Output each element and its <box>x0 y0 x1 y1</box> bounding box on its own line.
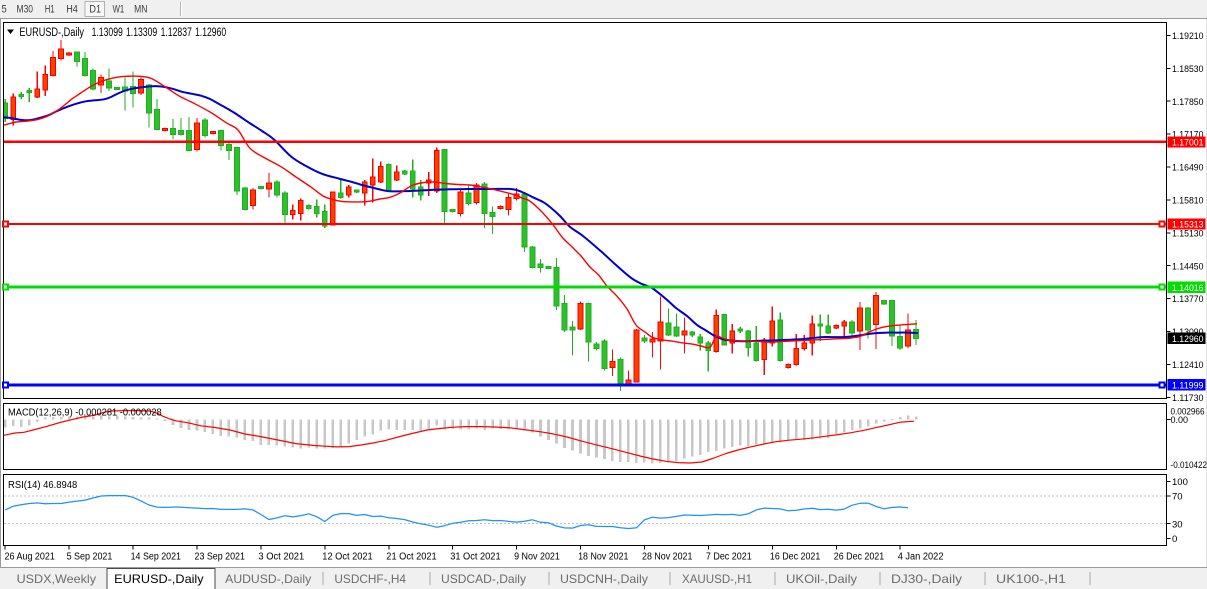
svg-text:0.002966: 0.002966 <box>1171 406 1205 417</box>
svg-text:XAUUSD-,H1: XAUUSD-,H1 <box>682 572 752 586</box>
svg-text:EURUSD-,Daily: EURUSD-,Daily <box>114 572 203 586</box>
svg-text:D1: D1 <box>89 4 101 16</box>
svg-text:1.19210: 1.19210 <box>1172 31 1204 42</box>
svg-text:1.13770: 1.13770 <box>1172 294 1204 305</box>
svg-text:1.12410: 1.12410 <box>1172 360 1204 371</box>
svg-text:26 Aug 2021: 26 Aug 2021 <box>5 552 56 563</box>
svg-text:1.12960: 1.12960 <box>1172 334 1204 345</box>
svg-text:70: 70 <box>1172 492 1183 503</box>
svg-text:USDCAD-,Daily: USDCAD-,Daily <box>441 572 526 586</box>
svg-text:5: 5 <box>2 4 7 16</box>
svg-text:MACD(12,26,9) -0.000281 -0.000: MACD(12,26,9) -0.000281 -0.000028 <box>8 407 162 419</box>
svg-text:MN: MN <box>134 4 147 16</box>
svg-text:14 Sep 2021: 14 Sep 2021 <box>131 552 182 563</box>
svg-text:DJ30-,Daily: DJ30-,Daily <box>891 572 962 586</box>
svg-text:26 Dec 2021: 26 Dec 2021 <box>834 552 885 563</box>
svg-text:3 Oct 2021: 3 Oct 2021 <box>258 552 304 563</box>
svg-text:16 Dec 2021: 16 Dec 2021 <box>770 552 821 563</box>
svg-text:21 Oct 2021: 21 Oct 2021 <box>386 552 437 563</box>
svg-text:1.14016: 1.14016 <box>1172 283 1204 294</box>
svg-text:5 Sep 2021: 5 Sep 2021 <box>67 552 113 563</box>
svg-text:UK100-,H1: UK100-,H1 <box>996 572 1066 586</box>
svg-text:-0.010422: -0.010422 <box>1171 460 1207 471</box>
svg-text:1.11999: 1.11999 <box>1172 380 1204 391</box>
svg-text:H4: H4 <box>66 4 78 16</box>
svg-text:1.15130: 1.15130 <box>1172 228 1204 239</box>
svg-text:1.14450: 1.14450 <box>1172 261 1204 272</box>
svg-text:31 Oct 2021: 31 Oct 2021 <box>450 552 501 563</box>
svg-text:1.12960: 1.12960 <box>195 27 226 39</box>
svg-text:18 Nov 2021: 18 Nov 2021 <box>578 552 629 563</box>
svg-text:USDX,Weekly: USDX,Weekly <box>17 572 96 586</box>
svg-text:7 Dec 2021: 7 Dec 2021 <box>706 552 752 563</box>
svg-text:1.17850: 1.17850 <box>1172 97 1204 108</box>
svg-text:1.18530: 1.18530 <box>1172 64 1204 75</box>
svg-text:1.12837: 1.12837 <box>161 27 192 39</box>
svg-text:AUDUSD-,Daily: AUDUSD-,Daily <box>225 572 311 586</box>
svg-text:USDCNH-,Daily: USDCNH-,Daily <box>560 572 648 586</box>
svg-text:M30: M30 <box>17 4 34 16</box>
svg-text:UKOil-,Daily: UKOil-,Daily <box>786 572 857 586</box>
svg-text:RSI(14) 46.8948: RSI(14) 46.8948 <box>8 479 77 491</box>
svg-text:1.11730: 1.11730 <box>1172 393 1204 404</box>
svg-text:USDCHF-,H4: USDCHF-,H4 <box>334 572 406 586</box>
svg-text:12 Oct 2021: 12 Oct 2021 <box>322 552 373 563</box>
svg-text:4 Jan 2022: 4 Jan 2022 <box>898 552 944 563</box>
svg-text:W1: W1 <box>113 4 125 16</box>
svg-text:0: 0 <box>1172 534 1177 545</box>
svg-text:28 Nov 2021: 28 Nov 2021 <box>642 552 693 563</box>
svg-text:1.13309: 1.13309 <box>126 27 157 39</box>
svg-text:100: 100 <box>1172 477 1188 488</box>
svg-text:23 Sep 2021: 23 Sep 2021 <box>195 552 246 563</box>
svg-text:0.00: 0.00 <box>1171 415 1189 426</box>
svg-text:1.16490: 1.16490 <box>1172 163 1204 174</box>
svg-text:1.17001: 1.17001 <box>1172 138 1204 149</box>
svg-text:9 Nov 2021: 9 Nov 2021 <box>514 552 560 563</box>
svg-text:1.17170: 1.17170 <box>1172 130 1204 141</box>
svg-text:30: 30 <box>1172 519 1183 530</box>
svg-text:EURUSD-,Daily: EURUSD-,Daily <box>19 27 84 39</box>
svg-text:1.13090: 1.13090 <box>1172 327 1204 338</box>
svg-text:1.15313: 1.15313 <box>1172 220 1204 231</box>
svg-text:1.15810: 1.15810 <box>1172 196 1204 207</box>
svg-text:H1: H1 <box>45 4 55 16</box>
svg-text:1.13099: 1.13099 <box>92 27 123 39</box>
